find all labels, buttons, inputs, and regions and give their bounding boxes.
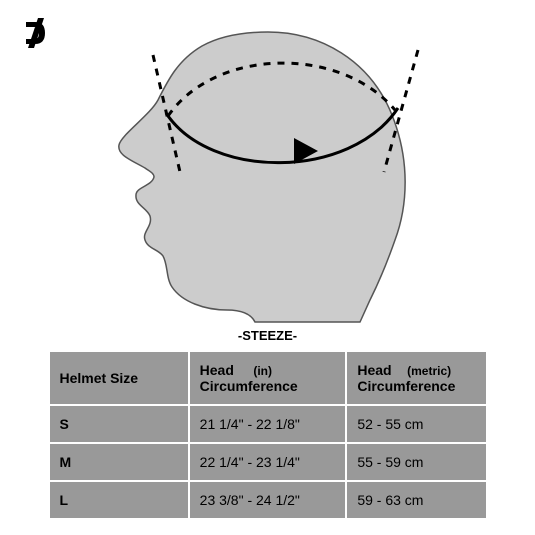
col1-label: Head: [200, 362, 234, 378]
cell-size: S: [49, 405, 189, 443]
col0-label: Helmet Size: [60, 370, 139, 386]
col-head-metric: Head (metric) Circumference: [346, 351, 486, 405]
cell-size: L: [49, 481, 189, 519]
head-silhouette: [119, 32, 405, 322]
cell-metric: 59 - 63 cm: [346, 481, 486, 519]
cell-in: 21 1/4" - 22 1/8": [189, 405, 347, 443]
cell-in: 23 3/8" - 24 1/2": [189, 481, 347, 519]
table-row: L 23 3/8" - 24 1/2" 59 - 63 cm: [49, 481, 487, 519]
col2-unit: (metric): [407, 364, 451, 378]
table-row: S 21 1/4" - 22 1/8" 52 - 55 cm: [49, 405, 487, 443]
col1-unit: (in): [253, 364, 272, 378]
col2-label: Head: [357, 362, 391, 378]
head-diagram: [0, 0, 535, 340]
cell-metric: 55 - 59 cm: [346, 443, 486, 481]
table-header-row: Helmet Size Head (in) Circumference Head…: [49, 351, 487, 405]
size-chart: -STEEZE- Helmet Size Head (in) Circumfer…: [0, 0, 535, 535]
table-body: S 21 1/4" - 22 1/8" 52 - 55 cm M 22 1/4"…: [49, 405, 487, 519]
cell-metric: 52 - 55 cm: [346, 405, 486, 443]
col2-sub: Circumference: [357, 378, 455, 394]
col-head-in: Head (in) Circumference: [189, 351, 347, 405]
chart-title: -STEEZE-: [0, 328, 535, 343]
table-row: M 22 1/4" - 23 1/4" 55 - 59 cm: [49, 443, 487, 481]
col-helmet-size: Helmet Size: [49, 351, 189, 405]
col1-sub: Circumference: [200, 378, 298, 394]
cell-in: 22 1/4" - 23 1/4": [189, 443, 347, 481]
cell-size: M: [49, 443, 189, 481]
size-table: Helmet Size Head (in) Circumference Head…: [48, 350, 488, 520]
